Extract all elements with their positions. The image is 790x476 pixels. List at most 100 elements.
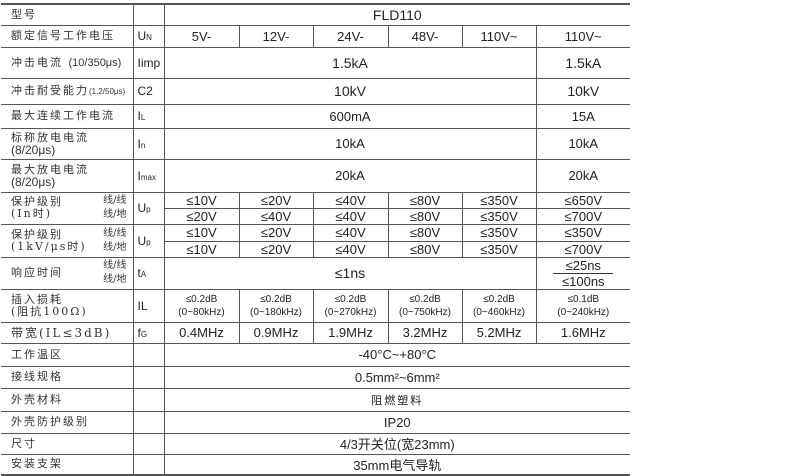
- cell: ≤700V: [535, 207, 631, 225]
- symbol-empty: [132, 3, 165, 26]
- symbol-fg: fG: [132, 321, 165, 344]
- cell: 35mm电气导轨: [163, 453, 631, 476]
- row-bandwidth: 带宽(IL≤3dB) fG 0.4MHz 0.9MHz 1.9MHz 3.2MH…: [1, 321, 631, 344]
- row-max-discharge: 最大放电电流 (8/20μs) Imax 20kA 20kA: [1, 158, 631, 193]
- cell: ≤350V: [461, 191, 537, 209]
- symbol-iimp: Iimp: [132, 46, 165, 79]
- label-impulse-withstand: 冲击耐受能力(1.2/50μs): [1, 77, 134, 105]
- cell: 110V~: [461, 24, 537, 48]
- label-mounting: 安装支架: [1, 453, 134, 476]
- cell: ≤80V: [387, 191, 463, 209]
- cell: 0.9MHz: [238, 321, 314, 344]
- label-temperature: 工作温区: [1, 342, 134, 367]
- label-response-time: 响应时间 线/线 线/地: [1, 256, 134, 290]
- cell: ≤0.2dB (0~180kHz): [238, 288, 314, 323]
- symbol-il: IL: [132, 103, 165, 129]
- cell: ≤80V: [387, 240, 463, 258]
- symbol-empty: [132, 365, 165, 389]
- symbol-empty: [132, 432, 165, 455]
- cell: ≤10V: [163, 191, 240, 209]
- cell: ≤20V: [238, 223, 314, 242]
- label-insertion-loss: 插入损耗 (阻抗100Ω): [1, 288, 134, 323]
- cell: 1.5kA: [535, 46, 631, 79]
- label-housing-material: 外壳材料: [1, 387, 134, 412]
- cell: ≤80V: [387, 207, 463, 225]
- cell: ≤0.2dB (0~80kHz): [163, 288, 240, 323]
- symbol-empty: [132, 453, 165, 476]
- symbol-up: Up: [132, 191, 165, 225]
- cell: ≤0.2dB (0~460kHz): [461, 288, 537, 323]
- label-wire-spec: 接线规格: [1, 365, 134, 389]
- cell: 20kA: [163, 158, 537, 193]
- label-impulse-current: 冲击电流 (10/350μs): [1, 46, 134, 79]
- row-ip-rating: 外壳防护级别 IP20: [1, 410, 631, 434]
- row-temperature: 工作温区 -40°C~+80°C: [1, 342, 631, 367]
- cell: 48V-: [387, 24, 463, 48]
- row-impulse-current: 冲击电流 (10/350μs) Iimp 1.5kA 1.5kA: [1, 46, 631, 79]
- cell: ≤0.2dB (0~750kHz): [387, 288, 463, 323]
- cell: ≤40V: [312, 207, 389, 225]
- row-nominal-discharge: 标称放电电流 (8/20μs) In 10kA 10kA: [1, 127, 631, 160]
- row-mounting: 安装支架 35mm电气导轨: [1, 453, 631, 476]
- label-protection-level-1kv: 保护级别 (1kV/μs时) 线/线 线/地: [1, 223, 134, 258]
- cell: ≤80V: [387, 223, 463, 242]
- symbol-up: Up: [132, 223, 165, 258]
- label-rated-voltage: 额定信号工作电压: [1, 24, 134, 48]
- cell: 10kV: [535, 77, 631, 105]
- cell: 10kV: [163, 77, 537, 105]
- cell: ≤350V: [461, 240, 537, 258]
- cell: ≤350V: [461, 223, 537, 242]
- cell: ≤10V: [163, 223, 240, 242]
- cell: ≤40V: [312, 240, 389, 258]
- row-model: 型号 FLD110: [1, 3, 631, 26]
- symbol-empty: [132, 410, 165, 434]
- cell: 0.5mm²~6mm²: [163, 365, 631, 389]
- row-protection-level-1kv-lg: ≤10V ≤20V ≤40V ≤80V ≤350V ≤700V: [1, 240, 631, 258]
- cell: 600mA: [163, 103, 537, 129]
- cell: 1.9MHz: [312, 321, 389, 344]
- cell: ≤0.2dB (0~270kHz): [312, 288, 389, 323]
- row-protection-level-in-ll: 保护级别 (In时) 线/线 线/地 Up ≤10V ≤20V ≤40V ≤80V ≤…: [1, 191, 631, 225]
- cell: 15A: [535, 103, 631, 129]
- cell: 20kA: [535, 158, 631, 193]
- symbol-empty: [132, 342, 165, 367]
- cell: ≤1ns: [163, 256, 537, 290]
- cell: 24V-: [312, 24, 389, 48]
- cell: 阻燃塑料: [163, 387, 631, 412]
- row-response-time: 响应时间 线/线 线/地 tA ≤1ns ≤25ns ≤100ns: [1, 256, 631, 290]
- row-housing-material: 外壳材料 阻燃塑料: [1, 387, 631, 412]
- label-ip-rating: 外壳防护级别: [1, 410, 134, 434]
- label-protection-level-in: 保护级别 (In时) 线/线 线/地: [1, 191, 134, 225]
- cell: ≤350V: [461, 207, 537, 225]
- symbol-imax: Imax: [132, 158, 165, 193]
- label-size: 尺寸: [1, 432, 134, 455]
- cell: 5.2MHz: [461, 321, 537, 344]
- cell: 3.2MHz: [387, 321, 463, 344]
- cell: ≤40V: [312, 223, 389, 242]
- cell: ≤20V: [164, 207, 240, 225]
- model-value: FLD110: [163, 3, 631, 26]
- symbol-un: UN: [132, 24, 165, 48]
- cell: 1.6MHz: [535, 321, 631, 344]
- label-bandwidth: 带宽(IL≤3dB): [1, 321, 134, 344]
- cell: ≤650V: [535, 191, 631, 209]
- row-size: 尺寸 4/3开关位(宽23mm): [1, 432, 631, 455]
- symbol-empty: [132, 387, 165, 412]
- cell: ≤0.1dB (0~240kHz): [535, 288, 631, 323]
- symbol-il: IL: [132, 288, 165, 323]
- row-max-continuous-current: 最大连续工作电流 IL 600mA 15A: [1, 103, 631, 129]
- label-model: 型号: [1, 3, 134, 26]
- cell: 12V-: [238, 24, 314, 48]
- cell: ≤40V: [312, 191, 389, 209]
- cell: IP20: [163, 410, 631, 434]
- row-rated-voltage: 额定信号工作电压 UN 5V- 12V- 24V- 48V- 110V~ 110…: [1, 24, 631, 48]
- label-nominal-discharge: 标称放电电流 (8/20μs): [1, 127, 134, 160]
- row-insertion-loss: 插入损耗 (阻抗100Ω) IL ≤0.2dB (0~80kHz) ≤0.2dB (0…: [1, 288, 631, 323]
- cell: ≤350V: [535, 223, 631, 242]
- cell: 0.4MHz: [163, 321, 240, 344]
- label-max-discharge: 最大放电电流 (8/20μs): [1, 158, 134, 193]
- row-protection-level-1kv-ll: 保护级别 (1kV/μs时) 线/线 线/地 Up ≤10V ≤20V ≤40V ≤8…: [1, 223, 631, 258]
- row-impulse-withstand: 冲击耐受能力(1.2/50μs) C2 10kV 10kV: [1, 77, 631, 105]
- cell: ≤20V: [238, 240, 314, 258]
- spec-table: 型号 FLD110 额定信号工作电压 UN 5V- 12V- 24V- 48V-…: [1, 3, 631, 476]
